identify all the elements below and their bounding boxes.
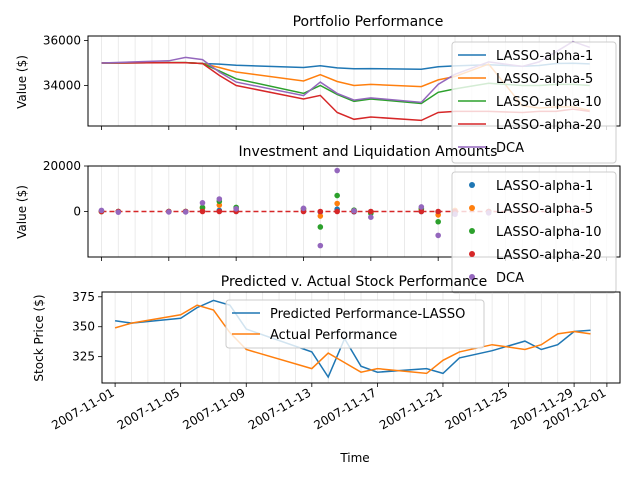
y-tick-label: 20000 [43, 159, 81, 173]
scatter-point-lasso-alpha-20 [368, 209, 374, 215]
scatter-point-lasso-alpha-10 [318, 224, 324, 230]
y-axis-label: Value ($) [15, 55, 29, 109]
scatter-point-dca [200, 200, 206, 206]
legend-label: DCA [496, 271, 524, 286]
scatter-point-lasso-alpha-10 [334, 193, 340, 199]
scatter-point-lasso-alpha-20 [217, 209, 223, 215]
y-tick-label: 36000 [43, 34, 81, 48]
scatter-point-lasso-alpha-20 [334, 209, 340, 215]
legend-label: Actual Performance [270, 328, 397, 343]
scatter-point-lasso-alpha-20 [318, 209, 324, 215]
scatter-point-dca [368, 214, 374, 220]
scatter-point-lasso-alpha-20 [200, 209, 206, 215]
y-tick-label: 350 [72, 320, 95, 334]
scatter-point-dca [334, 168, 340, 174]
scatter-point-dca [233, 206, 239, 212]
scatter-point-dca [166, 209, 172, 215]
scatter-point-dca [183, 209, 189, 215]
legend-label: LASSO-alpha-1 [496, 49, 593, 64]
y-tick-label: 325 [72, 350, 95, 364]
scatter-point-dca [217, 196, 223, 202]
x-axis-label: Time [339, 451, 369, 465]
y-tick-label: 375 [72, 290, 95, 304]
panel-title: Portfolio Performance [293, 14, 444, 30]
legend-handle [469, 228, 475, 234]
scatter-point-dca [116, 209, 122, 215]
legend-handle [469, 251, 475, 257]
scatter-point-dca [435, 233, 441, 239]
scatter-point-dca [318, 243, 324, 249]
legend-label: LASSO-alpha-20 [496, 118, 602, 133]
panel-title: Investment and Liquidation Amounts [239, 144, 498, 160]
legend-label: LASSO-alpha-5 [496, 202, 593, 217]
y-axis-label: Stock Price ($) [32, 294, 46, 381]
panel-title: Predicted v. Actual Stock Performance [221, 274, 488, 290]
y-tick-label: 34000 [43, 79, 81, 93]
legend-label: LASSO-alpha-10 [496, 225, 602, 240]
legend-label: DCA [496, 141, 524, 156]
legend-label: LASSO-alpha-1 [496, 179, 593, 194]
scatter-point-dca [351, 208, 357, 214]
y-axis-label: Value ($) [15, 185, 29, 239]
legend-handle [469, 182, 475, 188]
y-tick-label: 0 [73, 205, 81, 219]
legend-handle [469, 205, 475, 211]
scatter-point-lasso-alpha-20 [435, 209, 441, 215]
scatter-point-lasso-alpha-10 [435, 219, 441, 225]
legend-label: Predicted Performance-LASSO [270, 307, 465, 322]
scatter-point-dca [99, 208, 105, 214]
scatter-point-dca [301, 206, 307, 212]
legend-label: LASSO-alpha-20 [496, 248, 602, 263]
scatter-point-lasso-alpha-5 [334, 201, 340, 207]
legend-label: LASSO-alpha-10 [496, 95, 602, 110]
scatter-point-dca [419, 204, 425, 210]
legend-label: LASSO-alpha-5 [496, 72, 593, 87]
